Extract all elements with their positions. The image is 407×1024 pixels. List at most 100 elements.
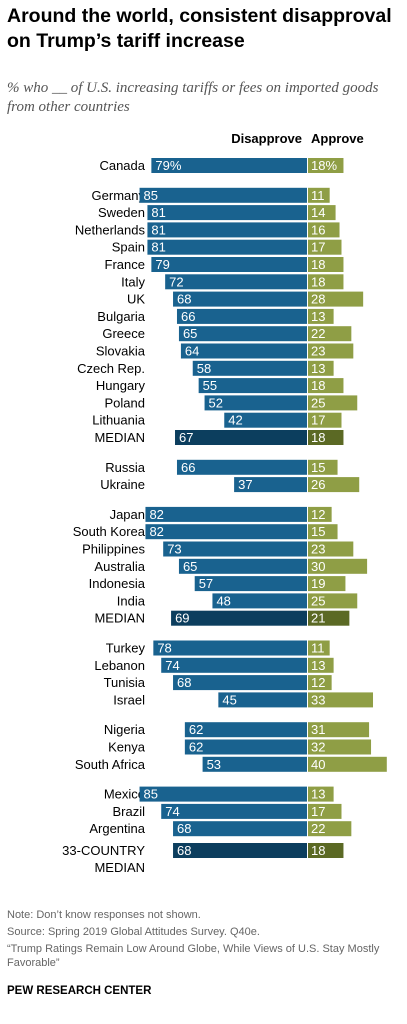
bar-disapprove (139, 187, 307, 203)
row-label: Greece (102, 326, 145, 341)
value-disapprove: 62 (189, 722, 203, 737)
row-label: Netherlands (75, 222, 146, 237)
bar-disapprove (173, 821, 307, 837)
bar-approve (308, 524, 338, 540)
value-disapprove: 53 (207, 757, 221, 772)
bar-disapprove (202, 756, 307, 772)
bar-approve (308, 308, 334, 324)
bar-approve (308, 756, 387, 772)
value-disapprove: 81 (151, 240, 165, 255)
row-label: MEDIAN (94, 430, 145, 445)
value-approve: 40 (311, 757, 325, 772)
bar-disapprove (139, 786, 307, 802)
bar-approve (308, 692, 374, 708)
bar-disapprove (204, 395, 307, 411)
value-approve: 19 (311, 576, 325, 591)
bar-disapprove (178, 326, 307, 342)
bar-approve (308, 640, 330, 656)
bar-disapprove (173, 675, 307, 691)
brand-name: PEW RESEARCH CENTER (7, 985, 152, 997)
value-approve: 13 (311, 787, 325, 802)
value-disapprove: 79 (155, 257, 169, 272)
value-approve: 22 (311, 326, 325, 341)
row-label: Russia (105, 460, 146, 475)
value-disapprove: 81 (151, 222, 165, 237)
bar-disapprove (151, 257, 307, 272)
chart-title: Around the world, consistent disapproval… (7, 5, 392, 52)
value-disapprove: 37 (238, 477, 252, 492)
row-label: Argentina (89, 821, 145, 836)
value-approve: 22 (311, 821, 325, 836)
value-approve: 26 (311, 477, 325, 492)
row-label: Bulgaria (97, 309, 145, 324)
bar-approve (308, 291, 364, 307)
row-label: Spain (112, 240, 145, 255)
value-approve: 33 (311, 692, 325, 707)
value-disapprove: 81 (151, 205, 165, 220)
value-disapprove: 45 (222, 692, 236, 707)
value-approve: 18 (311, 843, 325, 858)
row-label: Brazil (112, 804, 145, 819)
value-approve: 28 (311, 292, 325, 307)
bar-approve (308, 158, 344, 173)
bar-disapprove (198, 378, 307, 394)
bar-approve (308, 593, 358, 609)
value-approve: 23 (311, 344, 325, 359)
bar-approve (308, 222, 340, 238)
value-approve: 13 (311, 361, 325, 376)
row-label: Ukraine (100, 477, 145, 492)
bar-disapprove (151, 158, 307, 173)
value-approve: 30 (311, 559, 325, 574)
bar-approve (308, 657, 334, 673)
bar-disapprove (175, 430, 307, 445)
value-approve: 18 (311, 274, 325, 289)
value-approve: 31 (311, 722, 325, 737)
value-approve: 23 (311, 542, 325, 557)
value-disapprove: 52 (209, 395, 223, 410)
bar-disapprove (161, 657, 307, 673)
bar-disapprove (147, 205, 307, 221)
row-label: Japan (110, 507, 145, 522)
bar-disapprove (171, 610, 307, 626)
value-disapprove: 58 (197, 361, 211, 376)
bar-disapprove (194, 576, 307, 592)
bar-disapprove (173, 843, 307, 858)
bar-approve (308, 343, 354, 359)
row-label: South Korea (73, 524, 146, 539)
chart-subtitle: % who __ of U.S. increasing tariffs or f… (7, 80, 379, 115)
chart-note: Note: Don’t know responses not shown. (7, 909, 201, 921)
value-approve: 18% (311, 158, 337, 173)
value-disapprove: 74 (165, 804, 179, 819)
row-label: Nigeria (104, 722, 146, 737)
value-disapprove: 74 (165, 658, 179, 673)
value-approve: 18 (311, 378, 325, 393)
bar-approve (308, 675, 332, 691)
value-disapprove: 82 (149, 507, 163, 522)
value-disapprove: 68 (177, 821, 191, 836)
value-approve: 11 (311, 188, 325, 203)
bar-approve (308, 205, 336, 221)
bar-approve (308, 722, 370, 738)
row-label: UK (127, 292, 145, 307)
bar-approve (308, 786, 334, 802)
row-label: Mexico (104, 787, 145, 802)
value-disapprove: 68 (177, 675, 191, 690)
value-approve: 18 (311, 257, 325, 272)
bar-disapprove (173, 291, 307, 307)
bar-approve (308, 506, 332, 522)
value-disapprove: 62 (189, 740, 203, 755)
bar-disapprove (212, 593, 307, 609)
value-approve: 13 (311, 309, 325, 324)
bar-disapprove (224, 412, 307, 428)
bar-approve (308, 558, 368, 574)
row-label-line: MEDIAN (94, 860, 145, 875)
bar-approve (308, 239, 342, 255)
bar-approve (308, 576, 346, 592)
bar-approve (308, 360, 334, 376)
value-disapprove: 48 (216, 593, 230, 608)
bar-approve (308, 477, 360, 493)
row-label: Canada (99, 158, 145, 173)
value-approve: 25 (311, 593, 325, 608)
bar-approve (308, 843, 344, 858)
